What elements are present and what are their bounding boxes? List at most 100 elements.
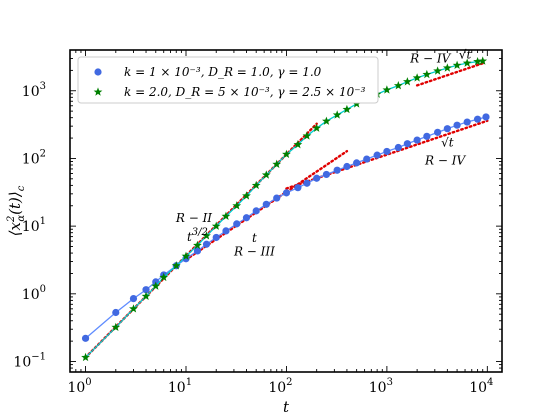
data-point-circle (403, 140, 411, 148)
data-point-star (261, 170, 271, 179)
legend: k = 1 × 10⁻³, D_R = 1.0, γ = 1.0 k = 2.0,… (77, 56, 379, 104)
data-point-star (282, 149, 291, 159)
data-point-star (151, 281, 161, 290)
data-point-star (403, 77, 412, 86)
data-point-circle (273, 194, 281, 202)
annotation-label: t (252, 231, 257, 245)
data-point-circle (353, 159, 361, 167)
axis-titles: t ⟨x2α(t)⟩c (6, 185, 290, 416)
data-point-circle (193, 247, 202, 255)
data-point-circle (233, 220, 241, 228)
x-tick-label: 102 (268, 377, 292, 396)
data-point-circle (202, 240, 211, 248)
data-point-circle (453, 121, 461, 129)
annotation-label: R − III (233, 244, 275, 258)
x-tick-label: 103 (369, 377, 393, 396)
data-point-star (382, 85, 392, 94)
data-point-circle (242, 214, 251, 222)
data-point-circle (473, 115, 482, 123)
annotation-label: R − IV (409, 52, 451, 66)
data-point-star (433, 66, 442, 75)
data-point-star (171, 261, 181, 270)
data-point-star (342, 104, 352, 114)
data-series (81, 56, 490, 362)
data-point-circle (482, 113, 490, 121)
data-point-circle (212, 233, 220, 242)
data-point-star (302, 131, 312, 140)
series-line (85, 116, 487, 339)
legend-box (77, 56, 379, 104)
data-point-circle (322, 170, 331, 179)
data-point-star (332, 110, 342, 119)
data-point-circle (423, 132, 431, 140)
data-point-star (272, 159, 282, 168)
y-tick-label: 100 (22, 284, 46, 303)
legend-marker-star (93, 87, 103, 96)
data-point-circle (252, 207, 260, 215)
data-point-circle (129, 295, 138, 303)
data-point-circle (262, 200, 270, 208)
data-point-star (293, 140, 303, 149)
guide-lines (84, 62, 489, 359)
data-point-circle (343, 162, 351, 171)
data-point-star (141, 291, 151, 300)
data-point-star (462, 58, 472, 67)
data-point-star (232, 201, 242, 210)
data-point-circle (443, 125, 451, 133)
power-law-guide (415, 62, 484, 87)
data-point-circle (112, 308, 120, 317)
y-tick-label: 103 (22, 81, 46, 100)
data-point-star (478, 56, 488, 65)
data-point-circle (394, 143, 402, 152)
data-point-star (202, 231, 211, 240)
data-point-circle (434, 128, 442, 136)
data-point-circle (282, 189, 291, 197)
x-tick-label: 100 (67, 377, 91, 396)
data-point-star (181, 251, 191, 260)
data-point-circle (313, 174, 321, 182)
data-point-circle (294, 184, 302, 192)
x-tick-label: 104 (469, 377, 493, 396)
data-point-star (193, 240, 202, 250)
x-tick-label: 101 (168, 377, 192, 396)
data-point-circle (222, 227, 230, 235)
data-point-star (442, 63, 452, 72)
legend-label: k = 2.0, D_R = 5 × 10⁻³, γ = 2.5 × 10⁻³ (124, 85, 366, 99)
annotation-label: R − IV (424, 153, 466, 167)
legend-marker-circle (94, 68, 102, 76)
data-point-circle (81, 334, 90, 342)
data-point-star (312, 123, 322, 132)
data-point-star (221, 211, 231, 220)
y-axis-title: ⟨x2α(t)⟩c (6, 185, 27, 236)
data-point-star (393, 81, 403, 90)
legend-label: k = 1 × 10⁻³, D_R = 1.0, γ = 1.0 (124, 65, 322, 79)
data-point-star (322, 116, 331, 125)
annotation-label: √t (459, 47, 472, 61)
data-point-star (111, 322, 121, 332)
annotation-label: √t (441, 136, 454, 150)
data-point-star (242, 191, 251, 200)
data-point-circle (413, 136, 421, 144)
data-point-star (452, 60, 462, 69)
y-tick-label: 102 (22, 148, 46, 167)
data-point-circle (363, 155, 371, 163)
data-point-circle (142, 286, 150, 294)
data-point-star (473, 56, 482, 66)
data-point-star (81, 352, 90, 362)
data-point-circle (333, 166, 341, 174)
data-point-circle (383, 147, 391, 156)
y-tick-label: 10−1 (13, 352, 46, 371)
data-point-star (422, 69, 432, 79)
data-point-circle (373, 151, 381, 159)
annotation-label: R − II (175, 211, 212, 225)
data-point-star (251, 180, 261, 190)
data-point-star (159, 272, 169, 282)
data-point-star (412, 73, 422, 82)
series-line (85, 60, 483, 358)
data-point-star (129, 304, 138, 313)
data-point-circle (303, 179, 311, 187)
x-axis-title: t (283, 398, 290, 416)
data-point-star (211, 221, 221, 230)
